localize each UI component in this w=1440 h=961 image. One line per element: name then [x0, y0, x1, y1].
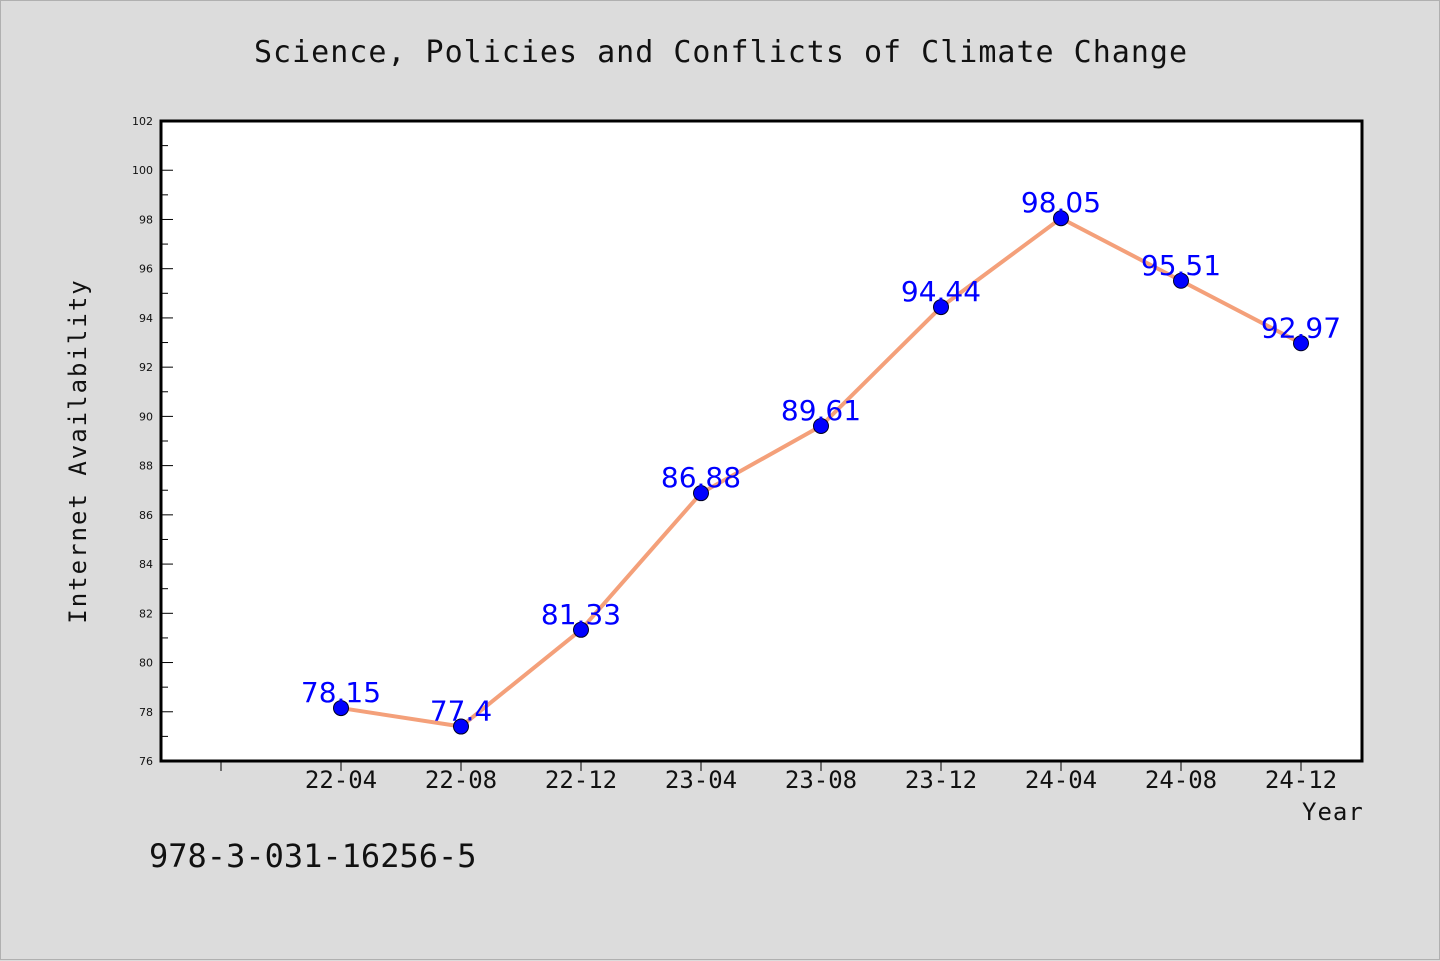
y-tick-label: 102	[132, 115, 153, 128]
data-point	[813, 417, 829, 434]
chart-title: Science, Policies and Conflicts of Clima…	[253, 35, 1188, 70]
y-tick-label: 76	[139, 755, 153, 768]
y-tick-label: 96	[139, 263, 153, 276]
x-tick-label: 24-12	[1265, 766, 1337, 794]
data-point	[1293, 335, 1309, 352]
x-axis-label: Year	[1302, 798, 1364, 826]
x-tick-label: 24-04	[1025, 766, 1097, 794]
data-label: 86.88	[661, 461, 741, 494]
plot-area	[159, 119, 1364, 763]
data-point	[453, 718, 469, 735]
x-tick-label: 23-08	[785, 766, 857, 794]
data-label: 95.51	[1141, 249, 1221, 282]
x-tick-label: 23-04	[665, 766, 737, 794]
y-tick-label: 98	[139, 213, 153, 226]
x-tick-label: 22-12	[545, 766, 617, 794]
data-label: 98.05	[1021, 186, 1101, 219]
y-tick-label: 90	[139, 410, 153, 423]
data-label: 78.15	[301, 676, 381, 709]
data-point	[1053, 210, 1069, 227]
y-tick-label: 80	[139, 657, 153, 670]
y-tick-label: 86	[139, 509, 153, 522]
data-point	[573, 621, 589, 638]
data-point	[1173, 272, 1189, 289]
x-tick-label: 22-04	[305, 766, 377, 794]
y-tick-label: 84	[139, 558, 153, 571]
x-tick-label: 22-08	[425, 766, 497, 794]
data-label: 89.61	[781, 394, 861, 427]
data-point	[693, 485, 709, 502]
y-tick-label: 100	[132, 164, 153, 177]
data-label: 77.4	[430, 695, 492, 728]
data-point	[933, 299, 949, 316]
data-label: 81.33	[541, 598, 621, 631]
data-label: 94.44	[901, 275, 981, 308]
data-point	[333, 700, 349, 717]
y-tick-label: 92	[139, 361, 153, 374]
y-tick-label: 82	[139, 607, 153, 620]
y-tick-label: 88	[139, 460, 153, 473]
data-label: 92.97	[1261, 311, 1341, 344]
y-tick-label: 78	[139, 706, 153, 719]
y-tick-label: 94	[139, 312, 153, 325]
isbn-text: 978-3-031-16256-5	[149, 837, 477, 875]
x-tick-label: 24-08	[1145, 766, 1217, 794]
x-tick-label: 23-12	[905, 766, 977, 794]
